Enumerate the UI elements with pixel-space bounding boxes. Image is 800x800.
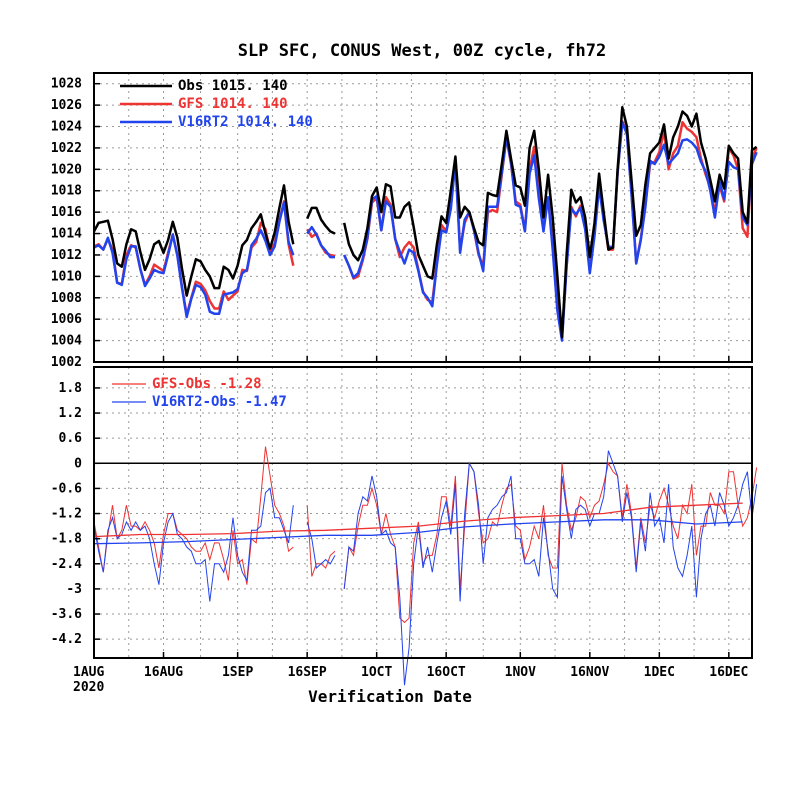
y-tick-label: -3.6 <box>51 607 82 622</box>
bias-y-ticks: -4.2 -3.6 -3 -2.4 -1.8 -1.2 -0.6 0 0.6 1.2 1.8 <box>51 381 100 647</box>
y-tick-label: 1016 <box>51 205 82 220</box>
slp-legend: Obs 1015. 140 GFS 1014. 140 V16RT2 1014. 1… <box>120 78 313 130</box>
x-tick-label: 16OCT <box>427 665 466 680</box>
slp-y-ticks: 1002 1004 1006 1008 1010 1012 1014 1016 1018 1020… <box>51 77 100 370</box>
y-tick-label: -1.2 <box>51 507 82 522</box>
diff-line-v16rt2-minus-obs <box>93 450 758 686</box>
y-tick-label: 1026 <box>51 98 82 113</box>
slp-frame <box>93 72 753 363</box>
y-tick-label: 0 <box>74 456 82 471</box>
y-tick-label: 1020 <box>51 162 82 177</box>
y-tick-label: -1.8 <box>51 532 82 547</box>
y-tick-label: -4.2 <box>51 632 82 647</box>
x-tick-label: 1NOV <box>505 665 536 680</box>
x-tick-label: 1OCT <box>361 665 392 680</box>
bias-panel: -4.2 -3.6 -3 -2.4 -1.8 -1.2 -0.6 0 0.6 1.2 1.8 GFS… <box>51 366 758 686</box>
x-axis-label: Verification Date <box>308 687 472 706</box>
y-tick-label: 1.2 <box>59 406 82 421</box>
legend-entry-obs: Obs 1015. 140 <box>178 78 288 94</box>
y-tick-label: 1028 <box>51 77 82 92</box>
y-tick-label: 1024 <box>51 120 82 135</box>
legend-entry-gfs: GFS 1014. 140 <box>178 96 288 112</box>
x-tick-label: 16SEP <box>288 665 327 680</box>
y-tick-label: 1008 <box>51 291 82 306</box>
x-tick-label: 16AUG <box>144 665 183 680</box>
legend-entry-gfs-obs: GFS-Obs -1.28 <box>152 376 262 392</box>
legend-entry-v16rt2-obs: V16RT2-Obs -1.47 <box>152 394 287 410</box>
bias-legend: GFS-Obs -1.28 V16RT2-Obs -1.47 <box>112 376 287 410</box>
y-tick-label: 1006 <box>51 312 82 327</box>
y-tick-label: 1018 <box>51 184 82 199</box>
x-ticks: 1AUG 16AUG 1SEP 16SEP 1OCT 16OCT 1NOV 16NOV 1DEC… <box>73 356 748 680</box>
y-tick-label: 1010 <box>51 269 82 284</box>
y-tick-label: 1014 <box>51 227 82 242</box>
running-mean-gfs-obs <box>93 502 743 538</box>
chart-title: SLP SFC, CONUS West, 00Z cycle, fh72 <box>238 41 606 61</box>
x-tick-label: 1DEC <box>644 665 675 680</box>
bias-series <box>93 446 758 686</box>
x-tick-label: 16NOV <box>570 665 609 680</box>
series-line-obs <box>92 106 758 339</box>
y-tick-label: -0.6 <box>51 481 82 496</box>
legend-entry-v16rt2: V16RT2 1014. 140 <box>178 114 313 130</box>
series-line-v16rt2 <box>93 120 758 342</box>
x-tick-label: 1SEP <box>222 665 253 680</box>
slp-panel: 1002 1004 1006 1008 1010 1012 1014 1016 1018 1020… <box>51 72 758 370</box>
y-tick-label: 0.6 <box>59 431 83 446</box>
slp-series <box>92 106 758 342</box>
running-mean-v16rt2-obs <box>93 519 743 545</box>
y-tick-label: -2.4 <box>51 557 82 572</box>
y-tick-label: -3 <box>66 582 82 597</box>
y-tick-label: 1004 <box>51 334 82 349</box>
y-tick-label: 1022 <box>51 141 82 156</box>
y-tick-label: 1002 <box>51 355 82 370</box>
series-line-gfs <box>93 119 758 339</box>
y-tick-label: 1012 <box>51 248 82 263</box>
x-tick-year: 2020 <box>73 680 104 695</box>
y-tick-label: 1.8 <box>59 381 83 396</box>
x-tick-label: 16DEC <box>709 665 748 680</box>
bias-frame <box>93 366 753 659</box>
x-tick-label: 1AUG <box>73 665 104 680</box>
